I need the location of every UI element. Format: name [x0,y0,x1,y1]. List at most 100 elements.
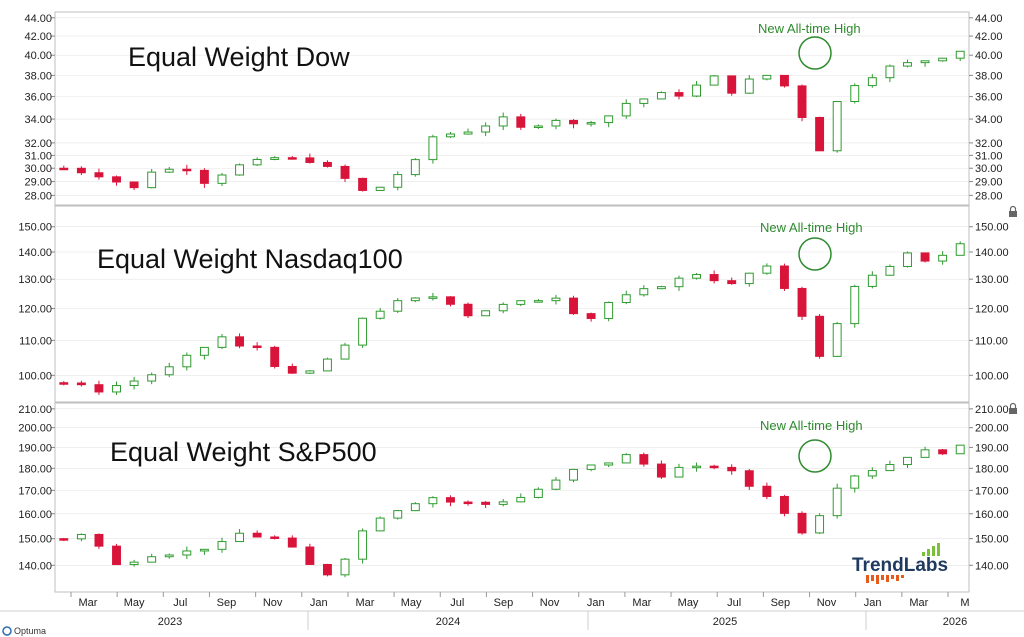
x-tick-label: Jan [864,597,882,609]
candle-body [235,532,245,543]
year-label: 2024 [436,616,460,628]
candle-body [428,296,438,299]
logo-text-labs: Labs [904,555,948,576]
optuma-brand: Optuma [14,626,46,636]
x-tick-label: Mar [355,597,374,609]
lock-icon[interactable] [1009,205,1017,218]
candle-body [235,164,245,176]
candle-body [358,317,368,346]
logo-text-trend: Trend [852,555,904,576]
candle-body [287,537,297,548]
candle-body [498,303,508,312]
candle-body [428,497,438,505]
y-tick-label-left: 100.00 [18,370,52,382]
candle-body [692,84,702,97]
candle-body [182,550,192,556]
candle-body [656,92,666,100]
candle-body [762,485,772,497]
candle-body [867,470,877,477]
candle-body [955,50,965,59]
y-tick-label-left: 42.00 [24,31,52,43]
candle-body [903,252,912,267]
x-tick-label: Sep [217,597,237,609]
y-tick-label-left: 150.00 [18,222,52,234]
candle-body [270,346,280,367]
candle-body [920,252,930,262]
y-tick-label-right: 40.00 [975,50,1003,62]
y-tick-label-left: 30.00 [24,163,52,175]
candles [59,444,965,578]
candle-body [885,65,895,79]
candle-body [656,463,666,478]
candle-body [815,116,825,152]
candle-body [199,346,209,356]
candle-body [217,174,227,184]
logo-bar-down [896,575,899,581]
candle-body [744,78,754,94]
candle-body [59,538,69,541]
x-tick-label: Jan [587,597,605,609]
y-tick-label-right: 100.00 [975,370,1009,382]
candle-body [94,172,104,178]
y-tick-label-right: 190.00 [975,442,1009,454]
candle-body [94,533,104,547]
year-labels: 2023 2024 2025 2026 [158,611,967,630]
candle-body [252,345,262,349]
candle-body [393,174,403,188]
highlight-circle [798,237,832,271]
candle-body [551,479,561,490]
candle-body [446,497,455,503]
y-tick-label-left: 150.00 [18,534,52,546]
candle-body [604,115,614,124]
panel-3: 140.00 140.00 150.00 150.00 160.00 160.00 170.… [18,402,1009,593]
logo-bar-down [876,575,879,584]
candle-body [76,167,86,174]
logo-bar-down [866,575,869,583]
candle-body [709,274,719,282]
y-tick-label-right: 36.00 [975,92,1003,104]
y-tick-label-left: 38.00 [24,70,52,82]
panel-title: Equal Weight S&P500 [110,437,377,467]
y-tick-label-right: 130.00 [975,274,1009,286]
candle-body [393,510,403,519]
x-tick-label: Nov [540,597,560,609]
candle-body [569,119,578,125]
logo-bar-up [937,543,940,556]
y-tick-label-left: 180.00 [18,463,52,475]
x-tick-label: Nov [263,597,283,609]
candle-body [305,370,315,374]
y-tick-label-left: 140.00 [18,560,52,572]
candle-body [903,456,912,466]
y-tick-label-right: 44.00 [975,13,1003,25]
candle-body [498,116,508,127]
logo-bars-red [866,575,904,584]
panel-2: 100.00 100.00 110.00 110.00 120.00 120.00 130.… [18,205,1017,414]
x-tick-label: Jan [310,597,328,609]
panel-title: Equal Weight Dow [128,42,350,72]
year-label: 2025 [713,616,737,628]
logo-bar-up [927,549,930,556]
candle-body [287,365,297,374]
y-tick-label-right: 150.00 [975,534,1009,546]
lock-icon[interactable] [1009,402,1017,414]
candle-body [322,563,332,576]
x-tick-label: Jul [173,597,187,609]
candle-body [832,323,842,357]
candle-body [252,532,262,538]
candle-body [340,558,350,576]
candle-body [815,315,825,357]
y-tick-label-left: 130.00 [18,274,52,286]
candle-body [604,462,614,466]
y-tick-label-left: 31.00 [24,150,52,162]
candle-body [920,449,930,458]
y-tick-label-right: 200.00 [975,423,1009,435]
candle-body [147,171,157,189]
candle-body [287,157,297,160]
candle-body [832,487,842,517]
candle-body [446,296,455,305]
candle-body [393,300,403,312]
annotation-new-all-time-high: New All-time High [760,220,863,235]
candle-body [938,57,948,62]
logo-bar-down [901,575,904,578]
